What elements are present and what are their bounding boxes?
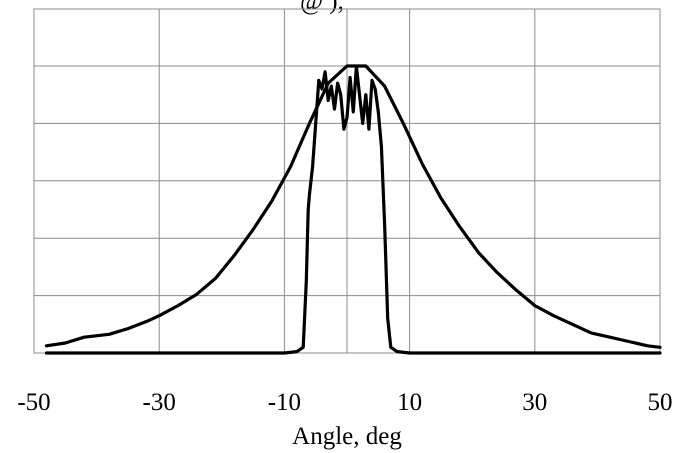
top-partial-text: @ ), <box>300 0 344 15</box>
x-axis-title: Angle, deg <box>292 423 402 450</box>
x-tick-label: -10 <box>268 389 301 416</box>
x-tick-labels: -50 -30 -10 10 30 50 <box>17 389 672 416</box>
x-tick-label: 30 <box>522 389 547 416</box>
x-tick-label: 50 <box>648 389 673 416</box>
x-tick-label: -50 <box>17 389 50 416</box>
series-layer <box>44 64 662 355</box>
x-tick-label: -30 <box>143 389 176 416</box>
series-line-2 <box>44 64 662 355</box>
x-tick-label: 10 <box>397 389 422 416</box>
grid <box>33 9 661 353</box>
plot-area <box>33 8 662 355</box>
